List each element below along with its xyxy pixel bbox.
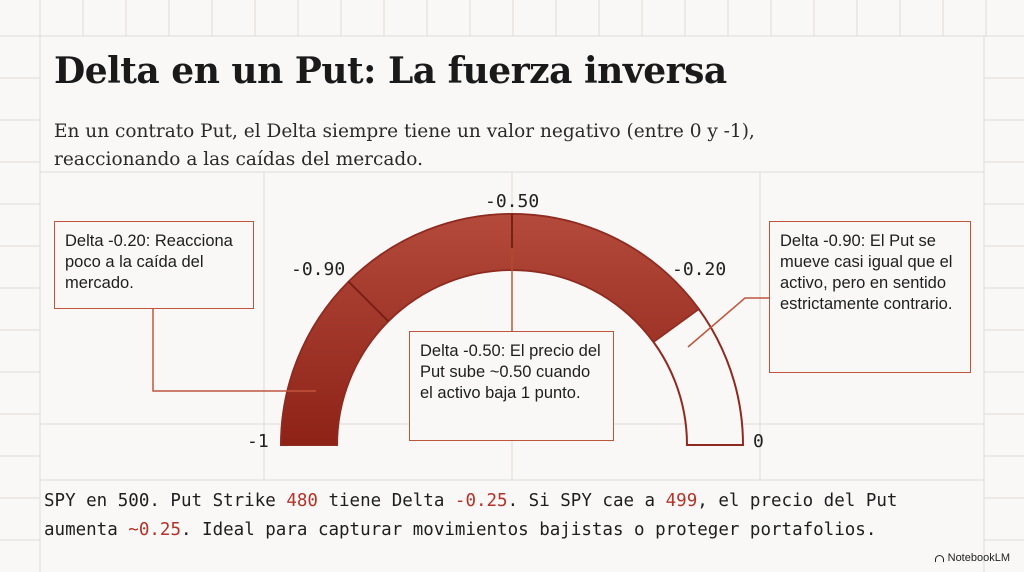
callout-delta-low: Delta -0.20: Reacciona poco a la caída d… <box>54 221 254 309</box>
callout-delta-mid: Delta -0.50: El precio del Put sube ~0.5… <box>409 331 614 441</box>
example-text-part: aumenta <box>44 520 129 540</box>
brand-logo: NotebookLM <box>934 552 1010 564</box>
callout-delta-high: Delta -0.90: El Put se mueve casi igual … <box>769 221 971 373</box>
example-price-value: 499 <box>665 491 698 511</box>
page-subtitle: En un contrato Put, el Delta siempre tie… <box>54 121 755 170</box>
page-title: Delta en un Put: La fuerza inversa <box>54 50 727 92</box>
example-text-part: , el precio del Put <box>697 491 898 511</box>
leader-line-left <box>152 309 316 392</box>
example-text-part: SPY en 500. Put Strike <box>44 491 287 511</box>
leader-line-right <box>687 297 769 348</box>
example-text-part: . Ideal para capturar movimientos bajist… <box>180 520 877 540</box>
example-text-part: tiene Delta <box>317 491 455 511</box>
gauge-label-right: -0.20 <box>672 259 726 280</box>
notebooklm-icon <box>934 554 944 562</box>
gauge-divider <box>347 280 389 322</box>
example-increase-value: ~0.25 <box>128 520 181 540</box>
example-text-part: . Si SPY cae a <box>507 491 666 511</box>
gauge-label-min: -1 <box>247 431 269 452</box>
gauge-label-left: -0.90 <box>291 259 345 280</box>
example-delta-value: -0.25 <box>454 491 508 511</box>
example-strike-value: 480 <box>286 491 318 511</box>
brand-name: NotebookLM <box>947 552 1010 564</box>
example-text: SPY en 500. Put Strike 480 tiene Delta -… <box>44 487 1004 545</box>
gauge-label-max: 0 <box>753 431 764 452</box>
gauge-label-top: -0.50 <box>485 191 539 212</box>
